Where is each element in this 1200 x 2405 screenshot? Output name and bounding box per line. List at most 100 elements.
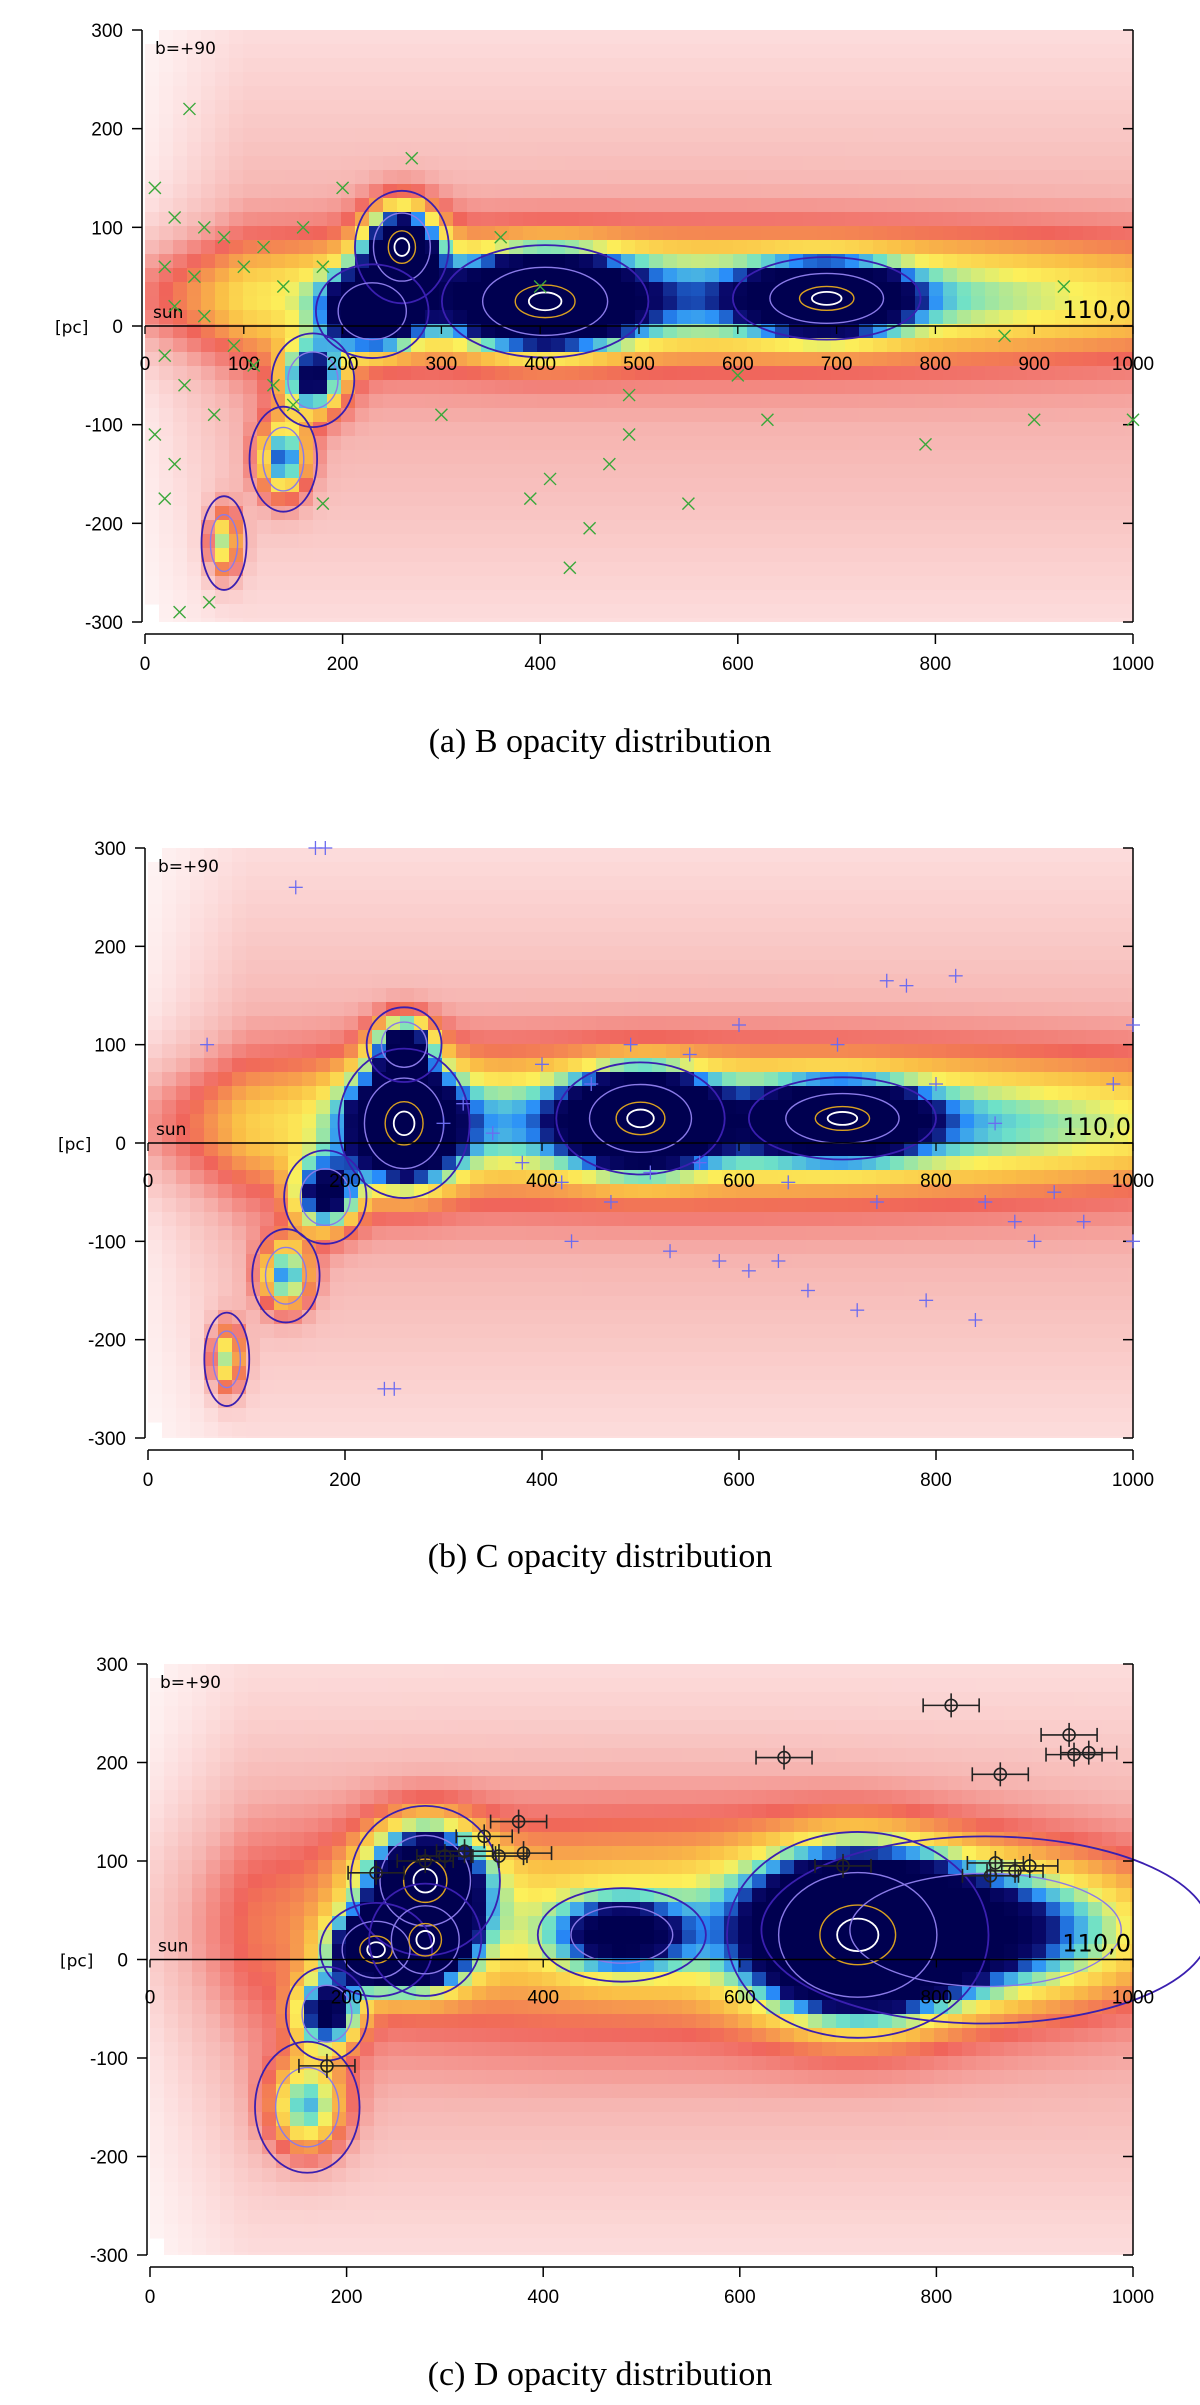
heatmap-cell: [649, 296, 664, 311]
heatmap-cell: [260, 960, 275, 975]
heatmap-cell: [719, 492, 734, 507]
heatmap-cell: [313, 352, 328, 367]
contour-inner: [798, 285, 855, 312]
heatmap-cell: [512, 1422, 527, 1437]
heatmap-cell: [1055, 464, 1070, 479]
heatmap-cell: [943, 282, 958, 297]
heatmap-cell: [428, 1268, 443, 1283]
heatmap-cell: [344, 1282, 359, 1297]
heatmap-cell: [316, 1296, 331, 1311]
heatmap-cell: [859, 380, 874, 395]
heatmap-cell: [243, 268, 258, 283]
heatmap-cell: [148, 1002, 163, 1017]
heatmap-cell: [649, 212, 664, 227]
heatmap-cell: [285, 44, 300, 59]
heatmap-cell: [1027, 128, 1042, 143]
heatmap-cell: [470, 1086, 485, 1101]
inner-tick-label: 500: [623, 354, 655, 375]
heatmap-cell: [1083, 58, 1098, 73]
heatmap-cell: [929, 506, 944, 521]
heatmap-cell: [414, 1436, 429, 1438]
heatmap-cell: [1041, 422, 1056, 437]
heatmap-cell: [176, 988, 191, 1003]
heatmap-cell: [523, 184, 538, 199]
heatmap-cell: [498, 1226, 513, 1241]
heatmap-cell: [971, 198, 986, 213]
heatmap-cell: [747, 282, 762, 297]
heatmap-cell: [971, 394, 986, 409]
heatmap-cell: [288, 1254, 303, 1269]
heatmap-cell: [215, 576, 230, 591]
heatmap-cell: [187, 142, 202, 157]
heatmap-cell: [607, 184, 622, 199]
heatmap-cell: [344, 1408, 359, 1423]
heatmap-cell: [985, 282, 1000, 297]
heatmap-cell: [411, 506, 426, 521]
heatmap-cell: [915, 170, 930, 185]
heatmap-cell: [190, 1156, 205, 1171]
heatmap-cell: [915, 282, 930, 297]
heatmap-cell: [260, 918, 275, 933]
heatmap-cell: [1083, 478, 1098, 493]
heatmap-cell: [1027, 310, 1042, 325]
heatmap-cell: [425, 534, 440, 549]
heatmap-cell: [873, 44, 888, 59]
heatmap-cell: [859, 366, 874, 381]
heatmap-cell: [358, 960, 373, 975]
heatmap-cell: [386, 1184, 401, 1199]
heatmap-cell: [1097, 100, 1112, 115]
heatmap-cell: [162, 1254, 177, 1269]
heatmap-cell: [484, 974, 499, 989]
heatmap-cell: [775, 128, 790, 143]
heatmap-cell: [372, 1212, 387, 1227]
heatmap-cell: [176, 1310, 191, 1325]
heatmap-cell: [344, 1240, 359, 1255]
heatmap-cell: [481, 618, 496, 622]
heatmap-cell: [579, 380, 594, 395]
heatmap-cell: [579, 548, 594, 563]
heatmap-cell: [985, 450, 1000, 465]
x-tick-label: 1000: [1112, 654, 1154, 675]
heatmap-cell: [330, 1268, 345, 1283]
heatmap-cell: [540, 890, 555, 905]
heatmap-cell: [400, 932, 415, 947]
heatmap-cell: [568, 876, 583, 891]
heatmap-cell: [593, 506, 608, 521]
heatmap-cell: [607, 366, 622, 381]
heatmap-cell: [957, 562, 972, 577]
heatmap-cell: [957, 590, 972, 605]
heatmap-cell: [579, 352, 594, 367]
heatmap-cell: [663, 86, 678, 101]
heatmap-cell: [666, 1030, 681, 1045]
heatmap-cell: [761, 212, 776, 227]
heatmap-cell: [1097, 324, 1112, 339]
heatmap-cell: [439, 170, 454, 185]
heatmap-cell: [274, 988, 289, 1003]
heatmap-cell: [204, 1282, 219, 1297]
heatmap-cell: [1097, 240, 1112, 255]
heatmap-cell: [624, 1212, 639, 1227]
heatmap-cell: [288, 918, 303, 933]
heatmap-cell: [470, 1310, 485, 1325]
heatmap-cell: [803, 58, 818, 73]
heatmap-cell: [1055, 212, 1070, 227]
heatmap-cell: [327, 464, 342, 479]
heatmap-cell: [313, 576, 328, 591]
heatmap-cell: [232, 1058, 247, 1073]
heatmap-cell: [1041, 58, 1056, 73]
heatmap-cell: [677, 282, 692, 297]
heatmap-cell: [845, 534, 860, 549]
heatmap-cell: [523, 170, 538, 185]
heatmap-cell: [719, 240, 734, 255]
heatmap-cell: [607, 590, 622, 605]
heatmap-cell: [302, 1002, 317, 1017]
heatmap-cell: [680, 960, 695, 975]
heatmap-cell: [425, 58, 440, 73]
heatmap-cell: [383, 506, 398, 521]
heatmap-cell: [775, 394, 790, 409]
heatmap-cell: [677, 548, 692, 563]
heatmap-cell: [887, 478, 902, 493]
heatmap-cell: [859, 310, 874, 325]
heatmap-cell: [190, 1198, 205, 1213]
heatmap-cell: [803, 436, 818, 451]
